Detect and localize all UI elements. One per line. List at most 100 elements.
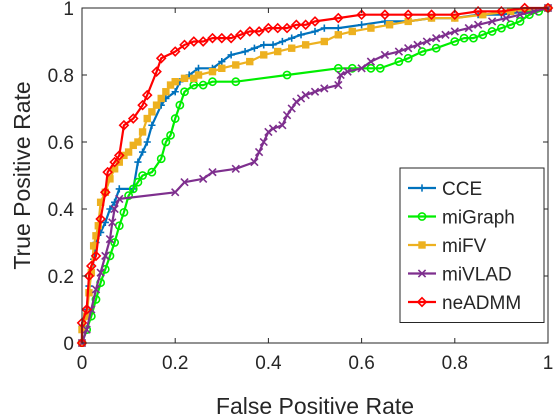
data-point <box>366 57 376 66</box>
data-point <box>216 32 228 44</box>
data-point <box>124 148 133 156</box>
data-point <box>422 37 432 46</box>
y-axis-label: True Positive Rate <box>9 81 35 269</box>
data-point <box>90 250 102 262</box>
data-point <box>348 27 356 36</box>
series-layer <box>76 2 554 347</box>
series-line-neadmm <box>80 6 548 343</box>
data-point <box>124 191 134 200</box>
data-point <box>297 31 305 39</box>
data-point <box>171 188 180 197</box>
data-point <box>366 63 376 73</box>
data-point <box>309 16 321 27</box>
series-neadmm <box>76 2 554 347</box>
data-point <box>320 37 329 46</box>
data-point <box>464 23 473 33</box>
data-point <box>170 114 180 123</box>
data-point <box>106 205 114 213</box>
legend-label: neADMM <box>442 293 521 314</box>
data-point <box>179 39 190 51</box>
data-point <box>417 47 427 56</box>
data-point <box>134 158 142 166</box>
data-point <box>296 94 306 103</box>
data-point <box>404 44 413 53</box>
data-point <box>292 97 301 106</box>
legend-entry-neadmm: neADMM <box>408 293 521 314</box>
data-point <box>82 325 91 334</box>
data-point <box>282 70 292 80</box>
data-point <box>143 114 151 123</box>
data-point <box>450 37 460 46</box>
data-point <box>180 178 189 187</box>
y-tick-label: 0.6 <box>48 133 74 154</box>
data-point <box>91 295 101 304</box>
legend-label: miGraph <box>442 208 515 229</box>
data-point <box>81 304 92 315</box>
x-tick-label: 0 <box>77 353 88 374</box>
data-point <box>459 33 469 43</box>
data-point <box>143 138 151 146</box>
data-point <box>105 234 115 244</box>
data-point <box>208 77 217 87</box>
data-point <box>241 47 249 56</box>
data-point <box>487 17 497 26</box>
data-point <box>171 78 179 86</box>
data-point <box>358 21 366 29</box>
data-point <box>501 13 511 23</box>
data-point <box>194 64 203 72</box>
data-point <box>332 12 344 24</box>
data-point <box>268 124 278 133</box>
data-point <box>109 156 120 168</box>
data-point <box>260 41 268 49</box>
data-point <box>127 113 139 124</box>
data-point <box>113 150 125 161</box>
data-point <box>291 19 302 31</box>
data-point <box>83 270 95 282</box>
legend-marker <box>418 241 426 249</box>
series-mivlad <box>77 3 553 347</box>
data-point <box>311 27 319 36</box>
data-point <box>244 26 256 37</box>
data-point <box>320 84 329 93</box>
data-point <box>379 9 391 21</box>
data-point <box>336 70 345 80</box>
x-axis-label: False Positive Rate <box>216 393 414 419</box>
data-point <box>260 51 268 59</box>
data-point <box>264 127 273 137</box>
data-point <box>515 10 525 19</box>
data-point <box>413 40 422 50</box>
data-point <box>347 63 357 73</box>
data-point <box>157 94 165 103</box>
data-point <box>403 53 413 63</box>
data-point <box>473 20 483 29</box>
data-point <box>356 9 367 21</box>
data-point <box>310 87 320 96</box>
x-tick-label: 0.6 <box>348 353 374 374</box>
data-point <box>119 207 129 217</box>
y-tick-label: 0.4 <box>48 200 75 221</box>
data-point <box>171 88 179 96</box>
legend-entry-cce: CCE <box>408 179 482 200</box>
data-point <box>320 24 328 32</box>
x-tick-label: 0.4 <box>255 353 282 374</box>
data-point <box>506 20 516 30</box>
data-point <box>250 157 259 167</box>
data-point <box>141 89 153 101</box>
data-point <box>301 90 310 100</box>
data-point <box>282 111 292 120</box>
data-point <box>334 80 343 90</box>
data-point <box>156 154 166 164</box>
data-point <box>231 77 241 87</box>
data-point <box>334 24 342 32</box>
data-point <box>194 71 203 79</box>
legend-entry-mifv: miFV <box>408 236 487 257</box>
data-point <box>152 101 161 109</box>
data-point <box>138 128 147 136</box>
data-point <box>487 27 497 36</box>
data-point <box>91 285 101 294</box>
data-point <box>232 61 240 69</box>
data-point <box>254 147 264 157</box>
data-point <box>235 29 246 41</box>
data-point <box>118 119 130 131</box>
